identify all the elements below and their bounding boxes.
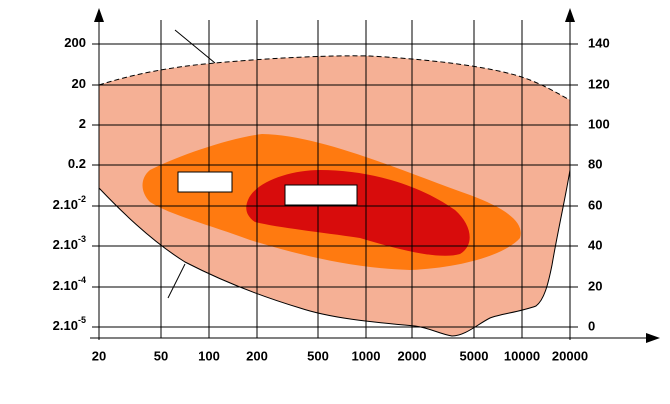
tick-exponent: -2 xyxy=(78,194,86,204)
axis-arrow xyxy=(94,8,104,22)
label-box xyxy=(284,184,358,206)
y2-tick-label: 0 xyxy=(588,318,595,333)
axis-arrow xyxy=(646,333,660,343)
y2-tick-label: 20 xyxy=(588,278,602,293)
grid xyxy=(92,20,578,338)
tick-exponent: -4 xyxy=(78,275,86,285)
x-tick-label: 500 xyxy=(307,348,329,363)
tick-base: 2.10 xyxy=(53,318,78,333)
x-tick-label: 100 xyxy=(198,348,220,363)
tick-base: 2 xyxy=(79,116,86,131)
y-tick-label: 2 xyxy=(79,116,86,131)
x-tick-label: 200 xyxy=(246,348,268,363)
x-tick-label: 10000 xyxy=(504,348,540,363)
tick-base: 200 xyxy=(64,35,86,50)
x-tick-label: 50 xyxy=(154,348,168,363)
y2-tick-label: 40 xyxy=(588,237,602,252)
x-tick-label: 1000 xyxy=(352,348,381,363)
y-tick-label: 2.10-5 xyxy=(53,315,86,333)
tick-exponent: -5 xyxy=(78,315,86,325)
tick-exponent: -3 xyxy=(78,234,86,244)
leader-line xyxy=(174,29,216,64)
threshold-dashed xyxy=(98,55,571,101)
y-tick-label: 20 xyxy=(72,76,86,91)
y-tick-label: 2.10-4 xyxy=(53,275,86,293)
tick-base: 20 xyxy=(72,76,86,91)
x-tick-label: 20000 xyxy=(552,348,588,363)
y2-tick-label: 140 xyxy=(588,35,610,50)
y-tick-label: 200 xyxy=(64,35,86,50)
x-tick-label: 20 xyxy=(92,348,106,363)
y-tick-label: 2.10-2 xyxy=(53,194,86,212)
axis-arrow xyxy=(565,8,575,22)
y2-tick-label: 60 xyxy=(588,197,602,212)
label-box xyxy=(177,171,233,193)
x-tick-label: 2000 xyxy=(398,348,427,363)
tick-base: 0.2 xyxy=(68,156,86,171)
x-tick-label: 5000 xyxy=(460,348,489,363)
tick-base: 2.10 xyxy=(53,237,78,252)
y2-tick-label: 100 xyxy=(588,116,610,131)
y-tick-label: 2.10-3 xyxy=(53,234,86,252)
y-tick-label: 0.2 xyxy=(68,156,86,171)
y2-tick-label: 80 xyxy=(588,156,602,171)
threshold-line xyxy=(98,169,571,337)
y2-tick-label: 120 xyxy=(588,76,610,91)
tick-base: 2.10 xyxy=(53,278,78,293)
tick-base: 2.10 xyxy=(53,197,78,212)
leader-line xyxy=(167,263,186,299)
